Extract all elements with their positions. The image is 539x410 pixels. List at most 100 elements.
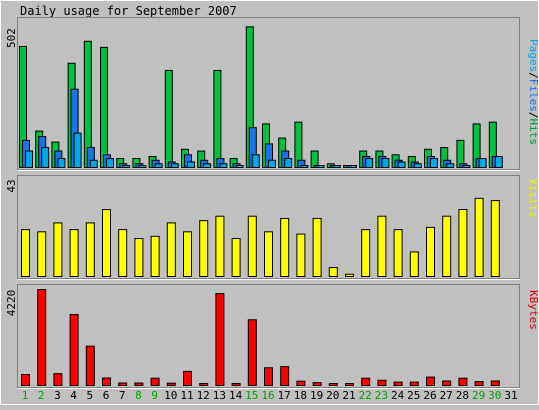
- kbytes-bar: [426, 376, 435, 387]
- pages-bar: [25, 150, 33, 169]
- visits-bar: [361, 229, 371, 277]
- pages-bar: [316, 165, 325, 168]
- x-tick-label: 4: [70, 389, 77, 402]
- pages-bar: [446, 163, 455, 169]
- visits-bar: [490, 200, 500, 277]
- pages-bar: [57, 158, 66, 169]
- x-tick-label: 9: [151, 389, 158, 402]
- x-tick-label: 29: [472, 389, 485, 402]
- x-tick-label: 5: [86, 389, 93, 402]
- visits-bar: [409, 251, 419, 278]
- x-tick-label: 1: [22, 389, 29, 402]
- x-tick-label: 12: [197, 389, 210, 402]
- pages-bar: [494, 156, 503, 169]
- kbytes-bar: [345, 383, 354, 386]
- pages-bar: [219, 163, 228, 169]
- visits-bar: [21, 229, 30, 277]
- pages-bar: [187, 161, 195, 168]
- pages-bar: [268, 159, 276, 169]
- pages-bar: [41, 147, 50, 168]
- kbytes-bar: [53, 373, 63, 387]
- visits-bar: [102, 209, 111, 277]
- visits-bar: [426, 226, 435, 278]
- visits-bar: [345, 273, 354, 278]
- pages-bar: [300, 165, 309, 168]
- x-tick-label: 10: [164, 389, 177, 402]
- x-tick-label: 30: [488, 389, 501, 402]
- visits-bar: [377, 215, 387, 277]
- kbytes-bar: [393, 381, 403, 386]
- x-tick-label: 16: [261, 389, 274, 402]
- kbytes-bar: [247, 319, 257, 386]
- kbytes-bar: [474, 381, 484, 386]
- x-tick-label: 26: [423, 389, 436, 402]
- x-tick-label: 6: [103, 389, 110, 402]
- legend-visits: Visits: [527, 178, 539, 218]
- x-tick-label: 7: [119, 389, 126, 402]
- panel-frames: [17, 17, 520, 389]
- hits-bar: [164, 69, 173, 168]
- kbytes-bar: [134, 382, 144, 386]
- visits-bar: [53, 222, 63, 278]
- pages-bar: [462, 165, 471, 168]
- kbytes-bar: [458, 377, 468, 386]
- kbytes-bar: [150, 377, 160, 386]
- kbytes-bar: [215, 293, 225, 386]
- pages-bar: [478, 158, 487, 169]
- kbytes-bar: [442, 380, 452, 386]
- kbytes-bar: [183, 370, 192, 386]
- kbytes-bar: [166, 382, 176, 387]
- visits-bar: [37, 231, 47, 277]
- visits-bar: [69, 229, 79, 277]
- visits-bar: [150, 235, 160, 277]
- x-tick-label: 14: [229, 389, 243, 402]
- visits-panel-ymax-label: 43: [5, 179, 18, 192]
- x-tick-label: 11: [180, 389, 193, 402]
- kbytes-bar: [102, 377, 111, 386]
- kbytes-bar: [199, 383, 209, 386]
- pages-bar: [349, 165, 357, 168]
- legend-files: Files: [527, 79, 539, 112]
- pages-bar: [170, 163, 179, 169]
- pages-bar: [284, 158, 293, 169]
- x-tick-label: 28: [456, 389, 469, 402]
- x-tick-label: 8: [135, 389, 142, 402]
- chart-title: Daily usage for September 2007: [20, 4, 237, 18]
- visits-bar: [328, 267, 338, 277]
- pages-bar: [235, 165, 244, 168]
- visits-bar: [296, 233, 306, 277]
- visits-bar: [183, 231, 192, 277]
- x-tick-label: 17: [278, 389, 291, 402]
- kbytes-bar: [118, 382, 128, 386]
- pages-bar: [89, 159, 98, 169]
- visits-bar: [458, 209, 468, 277]
- x-tick-label: 25: [407, 389, 420, 402]
- x-axis-day-labels: 1 2 3 4 5 6 7 8 9 10 11 12 13 14 15 16 17 18 19 20 21 22 23 24 2…: [22, 389, 518, 402]
- x-tick-label: 27: [440, 389, 453, 402]
- visits-bar: [118, 229, 128, 277]
- x-tick-label: 24: [391, 389, 405, 402]
- legend-separator: /: [527, 72, 539, 79]
- kbytes-bar: [264, 367, 273, 386]
- x-tick-label: 2: [38, 389, 45, 402]
- kbytes-bar: [37, 289, 47, 386]
- visits-bar: [85, 222, 95, 278]
- hits-panel-legend: Pages/Files/Hits: [527, 39, 539, 145]
- legend-pages: Pages: [527, 39, 539, 72]
- kbytes-bar: [296, 380, 306, 387]
- x-tick-label: 20: [326, 389, 339, 402]
- visits-bar: [199, 220, 209, 278]
- hits-bar: [213, 69, 222, 168]
- kbytes-bar: [21, 374, 30, 386]
- visits-bar: [215, 215, 225, 277]
- pages-bar: [138, 165, 147, 168]
- x-tick-label: 31: [504, 389, 517, 402]
- pages-bar: [332, 165, 341, 168]
- kbytes-bar: [409, 381, 419, 386]
- pages-bar: [430, 158, 438, 169]
- x-tick-label: 23: [375, 389, 388, 402]
- visits-bar: [231, 238, 241, 277]
- visits-bar: [442, 215, 452, 277]
